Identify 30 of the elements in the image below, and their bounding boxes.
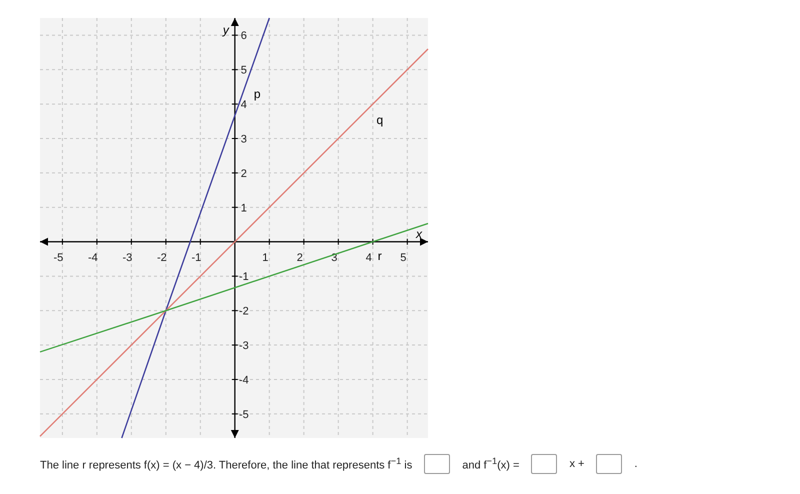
- x-tick-label: -3: [122, 252, 132, 264]
- x-tick-label: 5: [400, 252, 406, 264]
- series-label: q: [376, 113, 384, 128]
- text: .: [634, 458, 638, 470]
- x-axis-title: x: [415, 226, 423, 241]
- y-tick-label: -5: [238, 408, 249, 421]
- text: The line r represents f(x) = (x − 4)/3. Therefore, the line that represents f$^{−1}$ is: [40, 456, 412, 472]
- y-tick-label: 3: [240, 133, 247, 146]
- x-tick-label: -2: [156, 252, 167, 264]
- y-tick-label: 1: [240, 202, 247, 214]
- line-series: [39, 222, 429, 353]
- x-tick-label: 4: [366, 252, 372, 264]
- x-tick-label: 2: [296, 252, 303, 264]
- y-tick-label: 4: [240, 99, 247, 112]
- text: x +: [569, 458, 584, 470]
- y-axis-title: y: [222, 23, 230, 37]
- y-tick-label: 5: [240, 64, 247, 77]
- x-tick-label: -5: [54, 252, 64, 264]
- y-tick-label: -1: [238, 271, 249, 284]
- y-tick-label: -4: [238, 374, 249, 386]
- text: and f$^{−1}$(x) =: [462, 456, 520, 472]
- y-tick-label: -3: [238, 340, 249, 352]
- x-tick-label: -1: [191, 252, 202, 264]
- y-tick-label: -2: [238, 306, 249, 318]
- y-tick-label: 2: [240, 168, 247, 180]
- series-label: r: [378, 248, 382, 263]
- x-tick-label: 1: [262, 252, 268, 264]
- y-tick-label: 6: [240, 30, 247, 42]
- series-label: p: [254, 86, 261, 101]
- x-tick-label: -4: [88, 252, 98, 264]
